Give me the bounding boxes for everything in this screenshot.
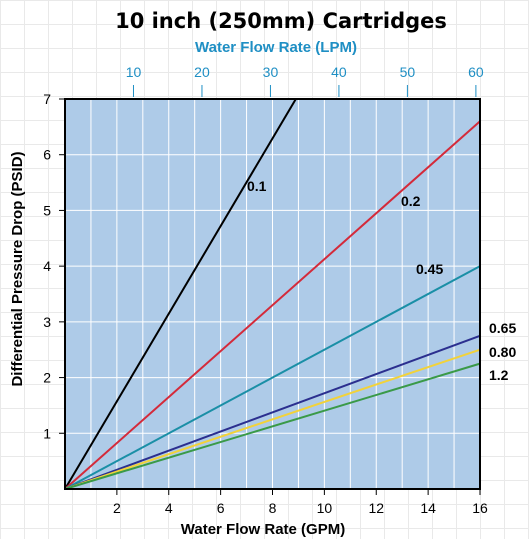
series-line (64, 120, 481, 490)
top-tick-label: 20 (194, 64, 210, 80)
series-label: 0.65 (489, 320, 516, 336)
y-axis: 1 2 3 4 5 6 7 (43, 91, 65, 441)
grid (65, 99, 480, 489)
top-axis: 10 20 30 40 50 60 (126, 64, 484, 97)
top-tick-label: 60 (468, 64, 484, 80)
x-tick-label: 2 (113, 500, 121, 516)
series-line (64, 348, 481, 490)
x-tick-label: 10 (317, 500, 333, 516)
top-tick-label: 10 (126, 64, 142, 80)
series-label: 1.2 (489, 367, 509, 383)
x-axis-label: Water Flow Rate (GPM) (181, 521, 345, 538)
top-tick-label: 40 (331, 64, 347, 80)
y-tick-label: 5 (43, 202, 51, 218)
series-line (64, 265, 481, 490)
top-tick-label: 50 (400, 64, 416, 80)
series-lines (64, 98, 481, 490)
series-line (64, 98, 297, 490)
y-tick-label: 1 (43, 425, 51, 441)
series-label: 0.45 (416, 261, 443, 277)
series-labels: 0.1 0.2 0.45 0.65 0.80 1.2 (247, 178, 516, 383)
y-tick-label: 6 (43, 147, 51, 163)
y-tick-label: 4 (43, 258, 51, 274)
x-axis: 2 4 6 8 10 12 14 16 (113, 489, 488, 516)
x-tick-label: 4 (165, 500, 173, 516)
chart-title: 10 inch (250mm) Cartridges (115, 9, 447, 33)
y-tick-label: 3 (43, 314, 51, 330)
series-label: 0.1 (247, 178, 267, 194)
x-tick-label: 6 (217, 500, 225, 516)
top-axis-label: Water Flow Rate (LPM) (195, 39, 357, 56)
y-axis-label: Differential Pressure Drop (PSID) (9, 151, 26, 386)
x-tick-label: 14 (420, 500, 436, 516)
x-tick-label: 8 (269, 500, 277, 516)
x-tick-label: 12 (368, 500, 384, 516)
x-tick-label: 16 (472, 500, 488, 516)
top-tick-label: 30 (263, 64, 279, 80)
series-label: 0.80 (489, 344, 516, 360)
series-label: 0.2 (401, 193, 421, 209)
series-line (64, 362, 481, 490)
y-tick-label: 2 (43, 370, 51, 386)
y-tick-label: 7 (43, 91, 51, 107)
series-line (64, 334, 481, 490)
